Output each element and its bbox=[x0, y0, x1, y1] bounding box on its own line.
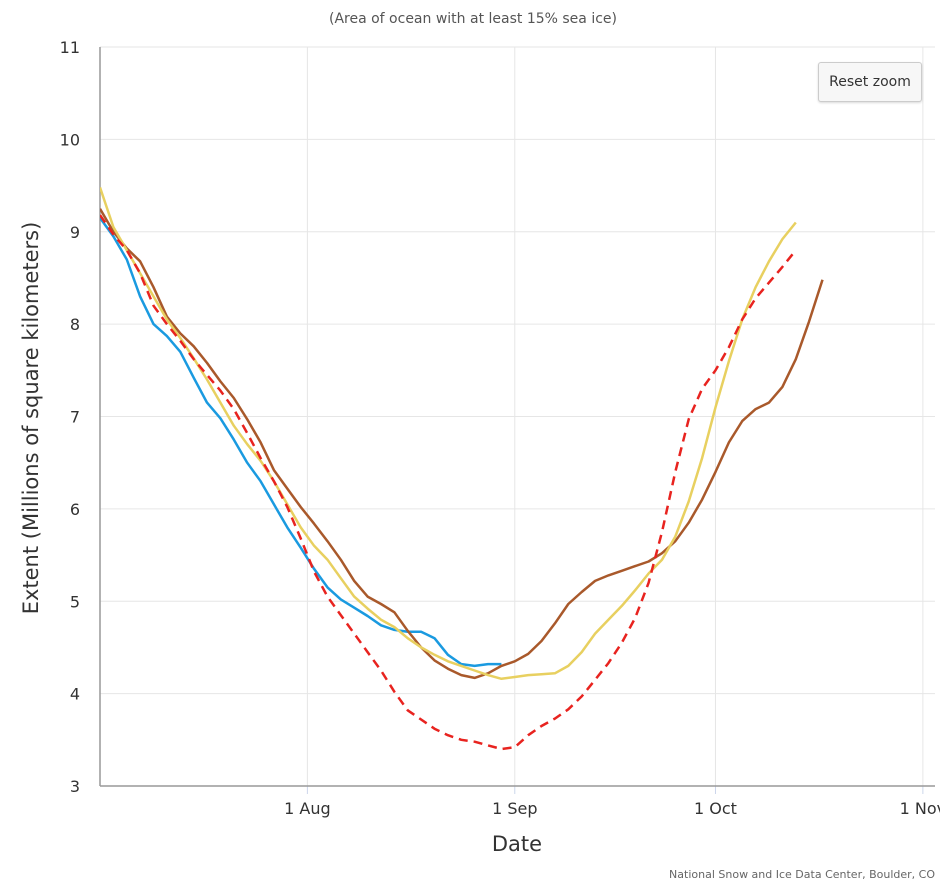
y-tick-label: 7 bbox=[70, 408, 80, 427]
x-tick-label: 1 Oct bbox=[694, 799, 737, 818]
chart-credit: National Snow and Ice Data Center, Bould… bbox=[669, 868, 935, 881]
x-tick-label: 1 Nov bbox=[900, 799, 940, 818]
x-tick-label: 1 Sep bbox=[492, 799, 537, 818]
series-line-yellow bbox=[100, 187, 797, 681]
y-axis-title: Extent (Millions of square kilometers) bbox=[19, 222, 43, 615]
y-tick-label: 9 bbox=[70, 223, 80, 242]
series-line-red-dashed bbox=[100, 214, 797, 751]
x-tick-label: 1 Aug bbox=[284, 799, 331, 818]
reset-zoom-button[interactable]: Reset zoom bbox=[818, 62, 922, 102]
x-axis-title: Date bbox=[492, 832, 542, 856]
y-tick-label: 8 bbox=[70, 315, 80, 334]
y-tick-label: 5 bbox=[70, 592, 80, 611]
grid bbox=[100, 46, 935, 786]
axes: 3 4 5 6 7 8 9 10 11 1 Aug 1 Sep 1 Oct 1 Nov bbox=[60, 38, 940, 818]
chart-subtitle: (Area of ocean with at least 15% sea ice… bbox=[329, 11, 617, 27]
series-line-brown bbox=[100, 208, 824, 680]
y-tick-label: 10 bbox=[60, 130, 80, 149]
y-tick-label: 3 bbox=[70, 777, 80, 796]
series-layer bbox=[100, 187, 824, 751]
y-tick-label: 11 bbox=[60, 38, 80, 57]
series-line-blue bbox=[100, 217, 502, 668]
y-tick-label: 6 bbox=[70, 500, 80, 519]
y-tick-label: 4 bbox=[70, 685, 80, 704]
